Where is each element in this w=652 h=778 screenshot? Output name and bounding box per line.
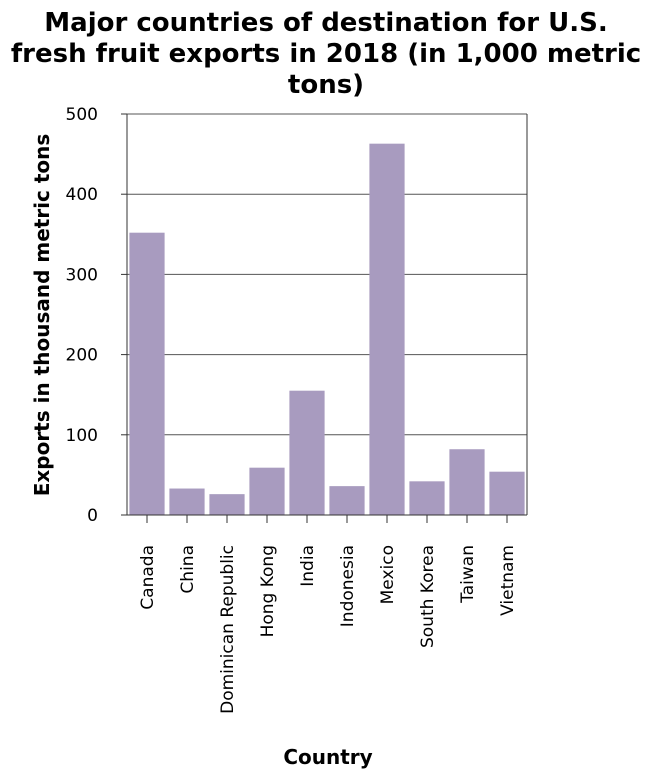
x-tick-label-indonesia: Indonesia: [338, 545, 358, 627]
bar-taiwan: [449, 449, 485, 515]
y-tick-label-400: 400: [66, 185, 98, 205]
x-tick-label-taiwan: Taiwan: [458, 545, 478, 604]
bars: [129, 143, 525, 516]
chart-title-line-2: fresh fruit exports in 2018 (in 1,000 me…: [11, 39, 641, 69]
bar-vietnam: [489, 471, 525, 515]
x-tick-label-hong-kong: Hong Kong: [258, 545, 278, 637]
x-tick-label-china: China: [178, 545, 198, 594]
chart-title-line-1: Major countries of destination for U.S.: [44, 8, 607, 38]
chart-title-line-3: tons): [288, 70, 364, 100]
bar-south-korea: [409, 481, 445, 515]
bar-mexico: [369, 143, 405, 515]
y-ticks: 0 100 200 300 400 500: [66, 105, 127, 526]
chart-title: Major countries of destination for U.S. …: [11, 8, 641, 100]
y-tick-label-0: 0: [87, 506, 98, 526]
y-tick-label-500: 500: [66, 105, 98, 125]
bar-dominican-republic: [209, 494, 245, 515]
y-tick-label-200: 200: [66, 346, 98, 366]
bar-india: [289, 390, 325, 515]
x-tick-label-mexico: Mexico: [378, 545, 398, 604]
grid: [127, 113, 527, 436]
x-tick-label-dominican-republic: Dominican Republic: [218, 545, 238, 714]
x-tick-label-vietnam: Vietnam: [498, 545, 518, 616]
y-axis-title: Exports in thousand metric tons: [30, 134, 54, 497]
bar-canada: [129, 232, 165, 516]
x-tick-label-canada: Canada: [138, 545, 158, 610]
y-tick-label-100: 100: [66, 426, 98, 446]
bar-china: [169, 488, 205, 515]
bar-indonesia: [329, 486, 365, 515]
x-tick-label-india: India: [298, 545, 318, 587]
axes: [126, 114, 528, 516]
y-tick-label-300: 300: [66, 265, 98, 285]
x-tick-label-south-korea: South Korea: [418, 545, 438, 648]
x-axis-title: Country: [283, 745, 372, 769]
bar-hong-kong: [249, 467, 285, 515]
x-ticks: Canada China Dominican Republic Hong Kong In…: [138, 515, 518, 714]
